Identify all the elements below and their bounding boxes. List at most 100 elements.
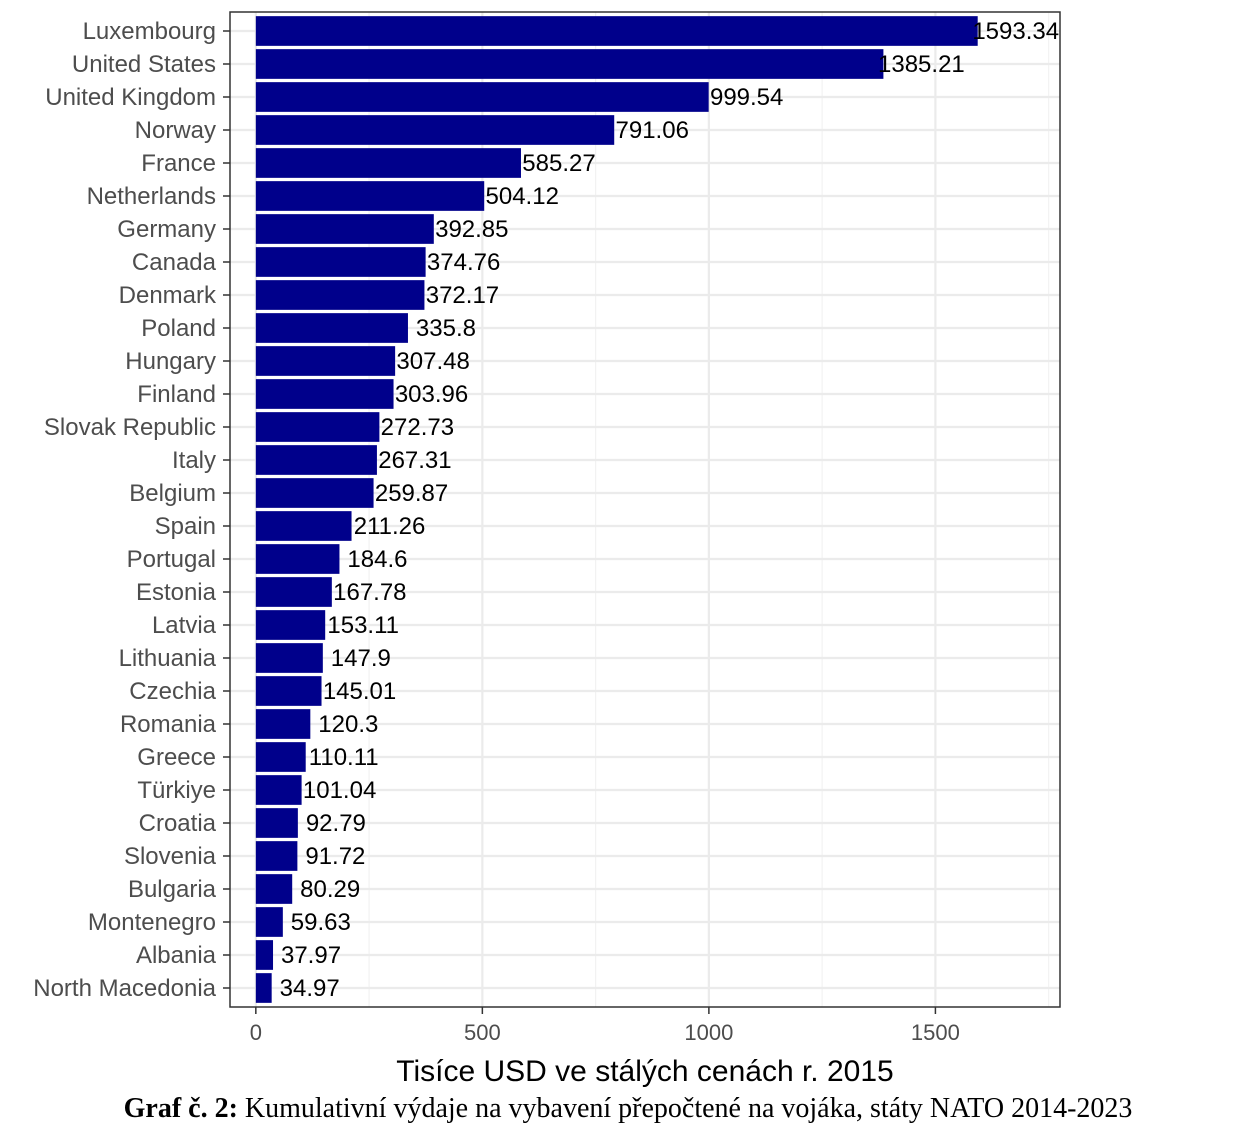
x-tick-label: 1000 — [684, 1020, 733, 1045]
bar — [255, 280, 425, 310]
category-label: Albania — [136, 942, 217, 969]
bar — [255, 511, 352, 541]
bar-value-label: 267.31 — [378, 447, 451, 474]
bar-value-label: 167.78 — [333, 579, 406, 606]
category-label: Spain — [155, 513, 216, 540]
bar — [255, 379, 394, 409]
bar — [255, 775, 302, 805]
category-label: Latvia — [152, 612, 217, 639]
value-labels: 1593.34 1385.21 999.54 791.06 585.27 504.12 39… — [280, 18, 1059, 1002]
bar-value-label: 374.76 — [427, 249, 500, 276]
bar — [255, 676, 322, 706]
category-label: Slovak Republic — [44, 414, 216, 441]
category-label: United Kingdom — [45, 84, 216, 111]
caption-text: Kumulativní výdaje na vybavení přepočten… — [237, 1093, 1133, 1124]
bar-chart: 1593.34 1385.21 999.54 791.06 585.27 504.12 39… — [33, 11, 1061, 1088]
bar-value-label: 59.63 — [291, 909, 351, 936]
bar — [255, 478, 374, 508]
bar — [255, 610, 326, 640]
bar-value-label: 147.9 — [331, 645, 391, 672]
caption-label: Graf č. 2: — [123, 1093, 238, 1124]
category-label: Hungary — [125, 348, 216, 375]
category-label: Netherlands — [87, 183, 216, 210]
y-axis: Luxembourg United States United Kingdom Nor… — [33, 18, 230, 1002]
bar — [255, 940, 274, 970]
bar — [255, 16, 978, 46]
bar-value-label: 120.3 — [318, 711, 378, 738]
figure-caption: Graf č. 2: Kumulativní výdaje na vybaven… — [0, 1093, 1256, 1125]
bar-value-label: 303.96 — [395, 381, 468, 408]
x-axis: 0 500 1000 1500 — [250, 1007, 960, 1045]
bar-value-label: 392.85 — [435, 216, 508, 243]
bar-value-label: 585.27 — [522, 150, 595, 177]
bar — [255, 82, 709, 112]
bar — [255, 841, 298, 871]
bar — [255, 313, 408, 343]
category-label: Belgium — [129, 480, 216, 507]
bar — [255, 577, 332, 607]
category-label: France — [141, 150, 216, 177]
category-label: Greece — [137, 744, 216, 771]
bar-value-label: 92.79 — [306, 810, 366, 837]
bar — [255, 346, 396, 376]
bar-value-label: 153.11 — [327, 612, 399, 639]
x-tick-label: 500 — [464, 1020, 501, 1045]
bar-value-label: 184.6 — [347, 546, 407, 573]
bar — [255, 115, 615, 145]
x-tick-label: 1500 — [911, 1020, 960, 1045]
bar-value-label: 791.06 — [616, 117, 689, 144]
bar — [255, 808, 298, 838]
bar — [255, 148, 521, 178]
category-label: Montenegro — [88, 909, 216, 936]
category-label: Poland — [141, 315, 216, 342]
x-tick-label: 0 — [250, 1020, 262, 1045]
category-label: Lithuania — [119, 645, 217, 672]
category-label: Canada — [132, 249, 217, 276]
category-label: Finland — [137, 381, 216, 408]
bar-value-label: 307.48 — [396, 348, 469, 375]
bar-value-label: 211.26 — [354, 513, 426, 540]
category-label: Bulgaria — [128, 876, 217, 903]
bar-value-label: 335.8 — [416, 315, 476, 342]
bar — [255, 247, 426, 277]
bar — [255, 181, 485, 211]
category-label: Denmark — [119, 282, 217, 309]
category-label: Germany — [117, 216, 216, 243]
plot-border — [229, 11, 1061, 1008]
bar — [255, 49, 884, 79]
bar-value-label: 999.54 — [710, 84, 783, 111]
bar-value-label: 372.17 — [426, 282, 499, 309]
category-label: Portugal — [127, 546, 216, 573]
bar — [255, 214, 434, 244]
bar-value-label: 272.73 — [381, 414, 454, 441]
category-label: Romania — [120, 711, 217, 738]
category-label: Slovenia — [124, 843, 217, 870]
bar — [255, 709, 311, 739]
category-label: Norway — [135, 117, 216, 144]
bar-value-label: 101.04 — [303, 777, 376, 804]
x-axis-title: Tisíce USD ve stálých cenách r. 2015 — [396, 1055, 893, 1088]
category-label: United States — [72, 51, 216, 78]
category-label: Luxembourg — [83, 18, 216, 45]
bar — [255, 643, 323, 673]
bar — [255, 445, 377, 475]
bar — [255, 907, 283, 937]
bar-value-label: 1593.34 — [972, 18, 1059, 45]
bar — [255, 973, 272, 1003]
category-label: Croatia — [139, 810, 217, 837]
bars — [255, 16, 978, 1003]
category-label: Italy — [172, 447, 216, 474]
bar-value-label: 37.97 — [281, 942, 341, 969]
category-label: Czechia — [129, 678, 216, 705]
bar — [255, 544, 340, 574]
category-label: Türkiye — [137, 777, 216, 804]
bar-value-label: 145.01 — [323, 678, 396, 705]
bar-value-label: 110.11 — [309, 744, 379, 771]
bar-value-label: 1385.21 — [878, 51, 965, 78]
bar-value-label: 91.72 — [305, 843, 365, 870]
category-label: Estonia — [136, 579, 217, 606]
bar-value-label: 80.29 — [300, 876, 360, 903]
bar-value-label: 34.97 — [280, 975, 340, 1002]
bar-value-label: 259.87 — [375, 480, 448, 507]
bar — [255, 412, 380, 442]
